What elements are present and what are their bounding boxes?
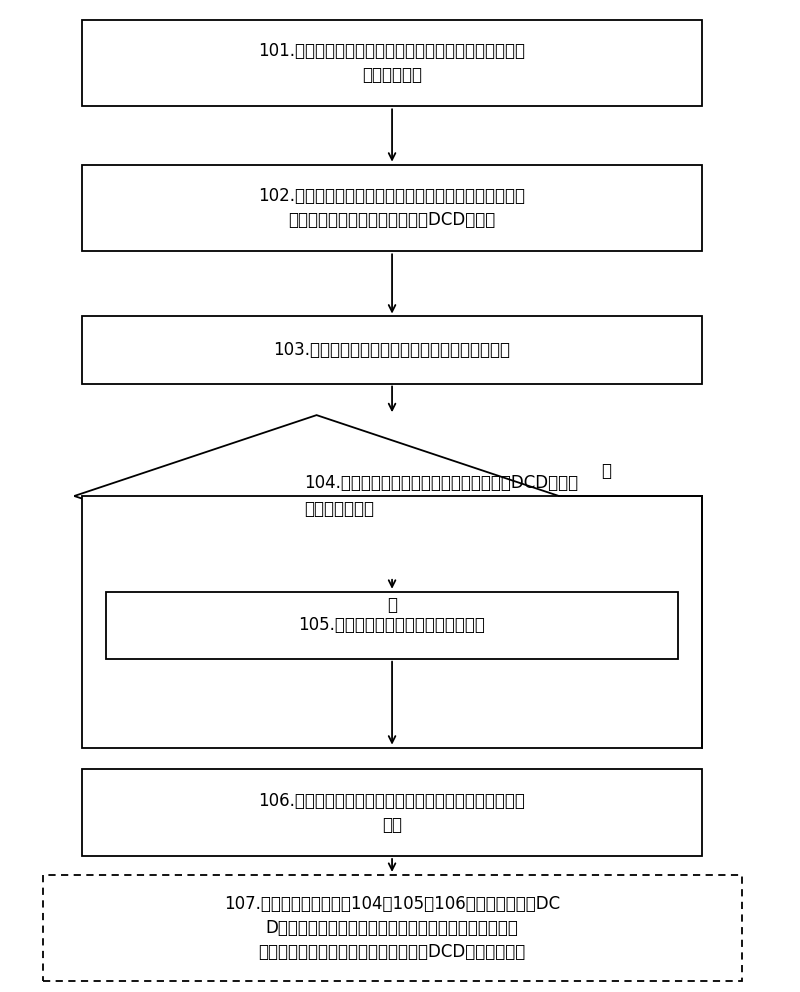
- Bar: [82, 769, 702, 856]
- Text: 尝试: 尝试: [382, 815, 402, 833]
- Text: 106.终端在延时时间到后，按照正常的重试机制开始同步: 106.终端在延时时间到后，按照正常的重试机制开始同步: [258, 792, 526, 809]
- Text: 105.终端立即终止延时，进行同步尝试: 105.终端立即终止延时，进行同步尝试: [298, 616, 486, 634]
- Text: 104.终端在延时时间到前始终检测是否收到DCD服务器: 104.终端在延时时间到前始终检测是否收到DCD服务器: [305, 474, 578, 492]
- Text: 误状态码封装成消息包，上报给DCD服务器: 误状态码封装成消息包，上报给DCD服务器: [289, 211, 496, 229]
- Text: 101.终端或服务器发起同步前，定义一系列的错误状态码: 101.终端或服务器发起同步前，定义一系列的错误状态码: [258, 42, 526, 60]
- Text: 户，终端根据用户的停止命令，停止与DCD服务器的同步: 户，终端根据用户的停止命令，停止与DCD服务器的同步: [258, 943, 526, 961]
- Bar: [42, 875, 742, 981]
- Bar: [82, 20, 702, 106]
- Text: 的同步通知消息: 的同步通知消息: [305, 500, 374, 518]
- Bar: [82, 165, 702, 251]
- Text: 是: 是: [387, 595, 397, 613]
- Text: 103.终端上报消息包后，启动重试机制，进入延时: 103.终端上报消息包后，启动重试机制，进入延时: [274, 341, 510, 359]
- Polygon shape: [74, 415, 559, 577]
- Text: 102.在同步失败发生时，终端根据失败原因，将相应的错: 102.在同步失败发生时，终端根据失败原因，将相应的错: [258, 187, 526, 205]
- Bar: [82, 496, 702, 748]
- Text: 否: 否: [602, 462, 611, 480]
- Bar: [82, 316, 702, 384]
- Text: D服务器的致命性错误消息时，显示致命性错误消息给用: D服务器的致命性错误消息时，显示致命性错误消息给用: [266, 919, 518, 937]
- Text: 存储在终端中: 存储在终端中: [362, 65, 422, 84]
- Text: 107.终端在执行上述步骤104、105或106期间，在接收到DC: 107.终端在执行上述步骤104、105或106期间，在接收到DC: [224, 895, 560, 914]
- Bar: [106, 591, 678, 659]
